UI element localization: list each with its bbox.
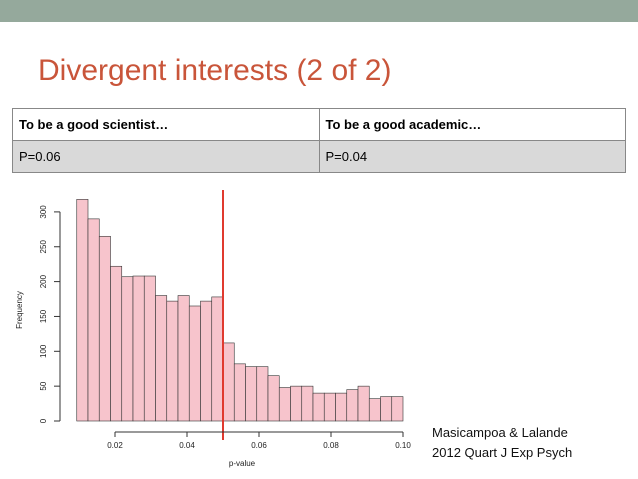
cell: P=0.06 xyxy=(12,140,320,173)
bar xyxy=(121,276,134,422)
bar xyxy=(312,392,325,422)
bar xyxy=(211,296,224,422)
bar xyxy=(245,366,258,422)
y-tick-label: 0 xyxy=(39,418,48,423)
bar xyxy=(346,389,359,422)
y-tick-label: 200 xyxy=(39,274,48,288)
bar xyxy=(290,385,303,422)
histogram: 0 50 100 150 200 250 300 0.02 0.04 0.06 0.08 0.10 p-… xyxy=(15,190,411,468)
bar xyxy=(368,398,381,422)
bar xyxy=(132,275,145,422)
bar xyxy=(335,392,348,422)
x-tick-label: 0.10 xyxy=(395,441,411,450)
x-axis-label: p-value xyxy=(229,459,256,468)
bar xyxy=(233,363,246,422)
bar xyxy=(177,295,190,422)
bar xyxy=(155,295,168,422)
bar xyxy=(87,218,100,422)
table-row: P=0.06 P=0.04 xyxy=(12,140,626,173)
bar xyxy=(323,392,336,422)
citation: Masicampoa & Lalande 2012 Quart J Exp Ps… xyxy=(432,423,572,463)
cell: P=0.04 xyxy=(318,140,626,173)
y-tick-label: 250 xyxy=(39,240,48,254)
bar xyxy=(301,385,314,422)
bar xyxy=(166,300,179,422)
bar xyxy=(380,396,393,422)
bar xyxy=(188,305,201,422)
table: To be a good scientist… To be a good aca… xyxy=(12,108,626,173)
header-cell: To be a good scientist… xyxy=(12,108,320,141)
bar xyxy=(110,265,123,422)
table-header: To be a good scientist… To be a good aca… xyxy=(12,108,626,141)
header-cell: To be a good academic… xyxy=(318,108,626,141)
y-tick-label: 50 xyxy=(39,381,48,390)
bar xyxy=(357,385,370,422)
bar xyxy=(143,275,156,422)
citation-line: 2012 Quart J Exp Psych xyxy=(432,445,573,460)
x-tick-label: 0.06 xyxy=(251,441,267,450)
x-tick-label: 0.02 xyxy=(107,441,123,450)
y-tick-label: 100 xyxy=(39,344,48,358)
bar xyxy=(222,342,235,422)
y-axis-label: Frequency xyxy=(15,291,24,329)
slide-title: Divergent interests (2 of 2) xyxy=(38,54,392,87)
bar xyxy=(200,300,213,422)
bar xyxy=(267,375,280,422)
bar xyxy=(391,396,404,422)
bar xyxy=(278,387,291,422)
y-tick-label: 150 xyxy=(39,309,48,323)
bar xyxy=(256,366,269,422)
bar xyxy=(76,199,89,422)
y-tick-label: 300 xyxy=(39,205,48,219)
citation-line: Masicampoa & Lalande xyxy=(432,425,568,440)
x-tick-label: 0.08 xyxy=(323,441,339,450)
bar xyxy=(98,235,111,422)
x-tick-label: 0.04 xyxy=(179,441,195,450)
top-bar xyxy=(0,0,638,22)
